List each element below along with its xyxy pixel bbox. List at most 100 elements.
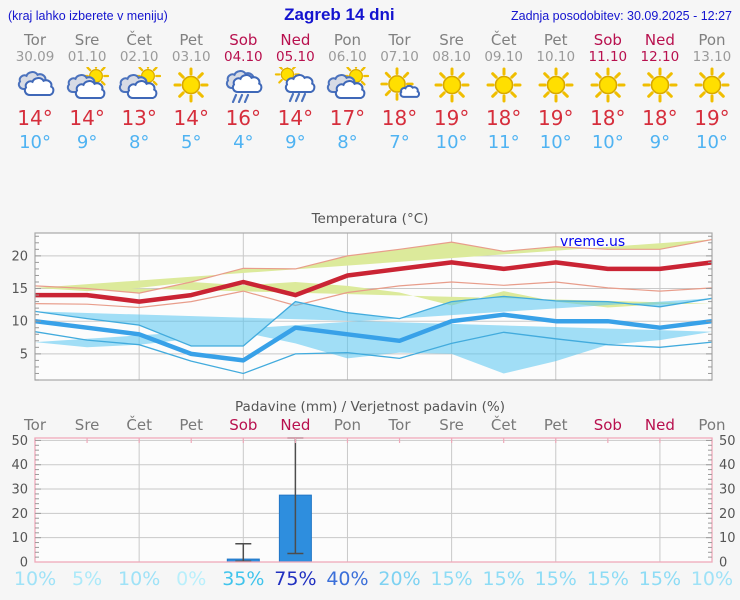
precip-y-tick-label-right: 40 (719, 458, 736, 473)
day-name-label: Sre (439, 31, 464, 49)
day-column: Tor 30.09 14° 10° (9, 31, 61, 155)
day-date-label: 03.10 (171, 49, 211, 65)
day-column: Tor 07.10 18° 7° (374, 31, 426, 155)
sunny-icon (690, 67, 734, 103)
partly-sunny-icon (65, 67, 109, 103)
day-name-label: Sob (229, 31, 258, 49)
day-name-label: Čet (490, 31, 517, 49)
partly-sunny-icon (117, 67, 161, 103)
precip-probability-value: 15% (638, 568, 681, 590)
day-name-label: Čet (126, 31, 152, 49)
cloudy-icon (13, 67, 57, 103)
low-temp-value: 9° (76, 132, 98, 153)
precip-day-label: Sob (593, 416, 622, 434)
day-name-label: Ned (644, 31, 675, 49)
precipitation-chart: 0 0 10 10 20 20 30 30 40 40 50 50 (11, 435, 736, 567)
day-name-label: Pet (179, 31, 204, 49)
day-date-label: 05.10 (276, 49, 315, 65)
day-date-label: 07.10 (380, 49, 419, 65)
precip-day-label: Sre (439, 416, 464, 434)
low-temp-value: 4° (233, 132, 254, 153)
precip-day-label: Ned (644, 416, 675, 434)
precip-day-label: Sob (229, 416, 258, 434)
low-temp-value: 10° (591, 132, 624, 153)
high-temp-value: 14° (277, 106, 314, 130)
precip-y-tick-label-left: 40 (11, 458, 28, 473)
day-name-label: Tor (24, 31, 47, 49)
sunny-icon (430, 67, 474, 103)
precip-y-tick-label-left: 10 (11, 531, 28, 546)
high-temp-value: 13° (121, 106, 157, 130)
low-temp-value: 7° (389, 132, 410, 153)
day-column: Pet 03.10 14° 5° (165, 31, 217, 155)
precip-y-tick-label-right: 30 (719, 483, 736, 498)
precip-probability-value: 0% (176, 568, 207, 590)
high-temp-value: 14° (173, 106, 209, 130)
day-date-label: 10.10 (536, 49, 576, 65)
day-name-label: Pet (543, 31, 568, 49)
last-update-text: Zadnja posodobitev: 30.09.2025 - 12:27 (510, 9, 732, 23)
high-temp-value: 17° (329, 106, 366, 130)
day-name-label: Pon (333, 31, 362, 49)
low-temp-value: 10° (435, 132, 468, 153)
forecast-strip: Tor 30.09 14° 10° Sre 01.10 14° 9° Čet 02.10 13° 8°… (0, 31, 740, 155)
day-column: Pon 13.10 19° 10° (686, 31, 738, 155)
temp-y-tick-label: 15 (11, 282, 28, 297)
low-temp-value: 8° (128, 132, 150, 153)
day-column: Pet 10.10 19° 10° (530, 31, 582, 155)
low-temp-value: 9° (285, 132, 306, 153)
precip-probability-value: 5% (72, 568, 103, 590)
low-temp-value: 9° (649, 132, 671, 153)
high-temp-value: 19° (538, 106, 574, 130)
sunny-icon (534, 67, 578, 103)
precip-probability-value: 15% (586, 568, 629, 590)
high-temp-value: 18° (642, 106, 678, 130)
precip-day-label: Tor (388, 416, 411, 434)
high-temp-value: 19° (433, 106, 470, 130)
day-columns: Tor 30.09 14° 10° Sre 01.10 14° 9° Čet 02.10 13° 8°… (9, 31, 738, 155)
high-temp-value: 18° (381, 106, 418, 130)
precip-day-label: Čet (490, 416, 517, 434)
sunny-icon (586, 67, 630, 103)
day-column: Čet 09.10 18° 11° (478, 31, 530, 155)
precip-probability-value: 20% (378, 568, 421, 590)
precip-y-tick-label-right: 50 (719, 435, 736, 449)
precipitation-chart-title: Padavine (mm) / Verjetnost padavin (%) (235, 399, 505, 415)
partly-sunny-icon (325, 67, 369, 103)
day-name-label: Pon (698, 31, 726, 49)
day-column: Sre 01.10 14° 9° (61, 31, 113, 155)
low-temp-value: 10° (19, 132, 51, 153)
precip-day-label: Čet (126, 416, 152, 434)
day-date-label: 01.10 (67, 49, 107, 65)
precip-probability-value: 15% (430, 568, 473, 590)
vreme-us-watermark-link[interactable]: vreme.us (560, 234, 625, 250)
high-temp-value: 19° (694, 106, 730, 130)
day-name-label: Sob (593, 31, 622, 49)
precip-day-label: Pet (543, 416, 568, 434)
menu-hint-text: (kraj lahko izberete v meniju) (8, 9, 168, 23)
precip-probability-value: 35% (222, 568, 265, 590)
day-date-label: 06.10 (328, 49, 367, 65)
temperature-chart: 5 10 15 20 vreme.us (11, 232, 713, 381)
page-title: Zagreb 14 dni (284, 5, 395, 24)
precip-y-tick-label-left: 50 (11, 435, 28, 449)
day-column: Ned 05.10 14° 9° (269, 31, 321, 155)
low-temp-value: 10° (539, 132, 572, 153)
day-name-label: Sre (74, 31, 100, 49)
low-temp-value: 8° (337, 132, 358, 153)
precip-y-tick-label-right: 20 (719, 507, 736, 522)
high-temp-value: 16° (225, 106, 262, 130)
mostly-sunny-icon (378, 67, 422, 103)
precip-day-label: Sre (74, 416, 100, 434)
day-date-label: 04.10 (223, 49, 263, 65)
sunny-icon (482, 67, 526, 103)
day-date-label: 08.10 (432, 49, 471, 65)
precip-probability-value: 75% (274, 568, 317, 590)
precip-probability-value: 10% (13, 568, 57, 590)
day-date-label: 11.10 (588, 49, 628, 65)
day-date-label: 02.10 (119, 49, 159, 65)
sunny-icon (169, 67, 213, 103)
day-column: Čet 02.10 13° 8° (113, 31, 165, 155)
day-column: Sob 04.10 16° 4° (217, 31, 269, 155)
temp-y-tick-label: 10 (11, 315, 28, 330)
